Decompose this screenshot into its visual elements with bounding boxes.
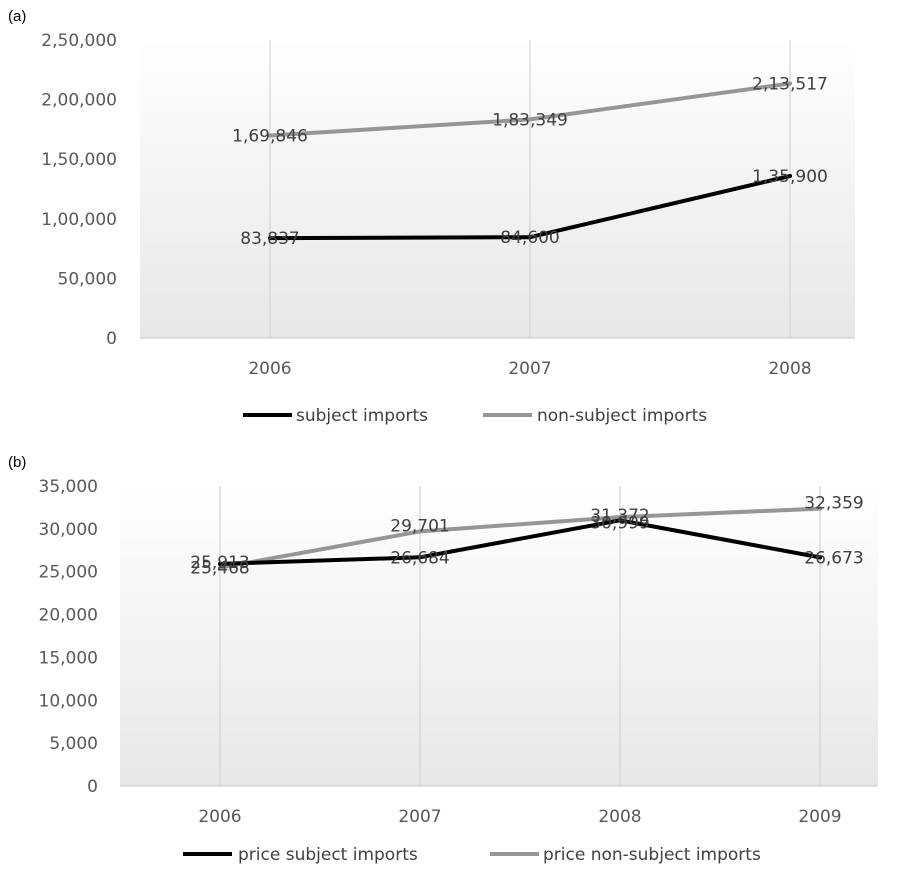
data-label: 1,83,349 (492, 110, 568, 130)
legend-label: subject imports (296, 406, 428, 426)
x-tick-label: 2006 (198, 807, 241, 827)
y-tick-label: 20,000 (39, 606, 98, 626)
x-tick-label: 2007 (508, 359, 551, 379)
data-label: 1,69,846 (232, 127, 308, 147)
y-tick-label: 25,000 (39, 563, 98, 583)
y-tick-label: 0 (87, 777, 98, 797)
data-label: 84,600 (500, 228, 559, 248)
x-tick-label: 2007 (398, 807, 441, 827)
legend-label: non-subject imports (537, 406, 707, 426)
y-tick-label: 1,00,000 (41, 210, 117, 230)
data-label: 29,701 (390, 516, 449, 536)
data-label: 32,359 (804, 494, 863, 514)
y-tick-label: 50,000 (58, 269, 117, 289)
y-tick-label: 30,000 (39, 520, 98, 540)
legend-label: price non-subject imports (543, 845, 761, 865)
y-tick-label: 35,000 (39, 477, 98, 497)
legend-label: price subject imports (238, 845, 418, 865)
data-label: 26,673 (804, 548, 863, 568)
plot-area (140, 40, 855, 338)
data-label: 26,684 (390, 548, 449, 568)
y-tick-label: 5,000 (49, 734, 98, 754)
chart-panel-b: (b) 0 5,000 10,000 15,000 20,000 25,000 30,000 3… (8, 454, 878, 865)
y-tick-label: 10,000 (39, 691, 98, 711)
data-label: 31,372 (590, 506, 649, 526)
x-tick-label: 2008 (598, 807, 641, 827)
plot-area (120, 486, 878, 786)
y-tick-label: 2,00,000 (41, 91, 117, 111)
x-tick-label: 2008 (768, 359, 811, 379)
x-tick-label: 2006 (248, 359, 291, 379)
data-label: 2,13,517 (752, 74, 828, 94)
y-tick-label: 2,50,000 (41, 31, 117, 51)
panel-label: (a) (8, 8, 26, 25)
data-label: 83,837 (240, 229, 299, 249)
panel-label: (b) (8, 454, 26, 471)
data-label: 25,468 (190, 559, 249, 579)
y-tick-label: 15,000 (39, 648, 98, 668)
chart-panel-a: (a) 0 50,000 1,00,000 1,50,000 2,00,000 2,50,0… (8, 8, 855, 426)
y-tick-label: 0 (106, 329, 117, 349)
x-tick-label: 2009 (798, 807, 841, 827)
data-label: 1,35,900 (752, 167, 828, 187)
y-tick-label: 1,50,000 (41, 150, 117, 170)
